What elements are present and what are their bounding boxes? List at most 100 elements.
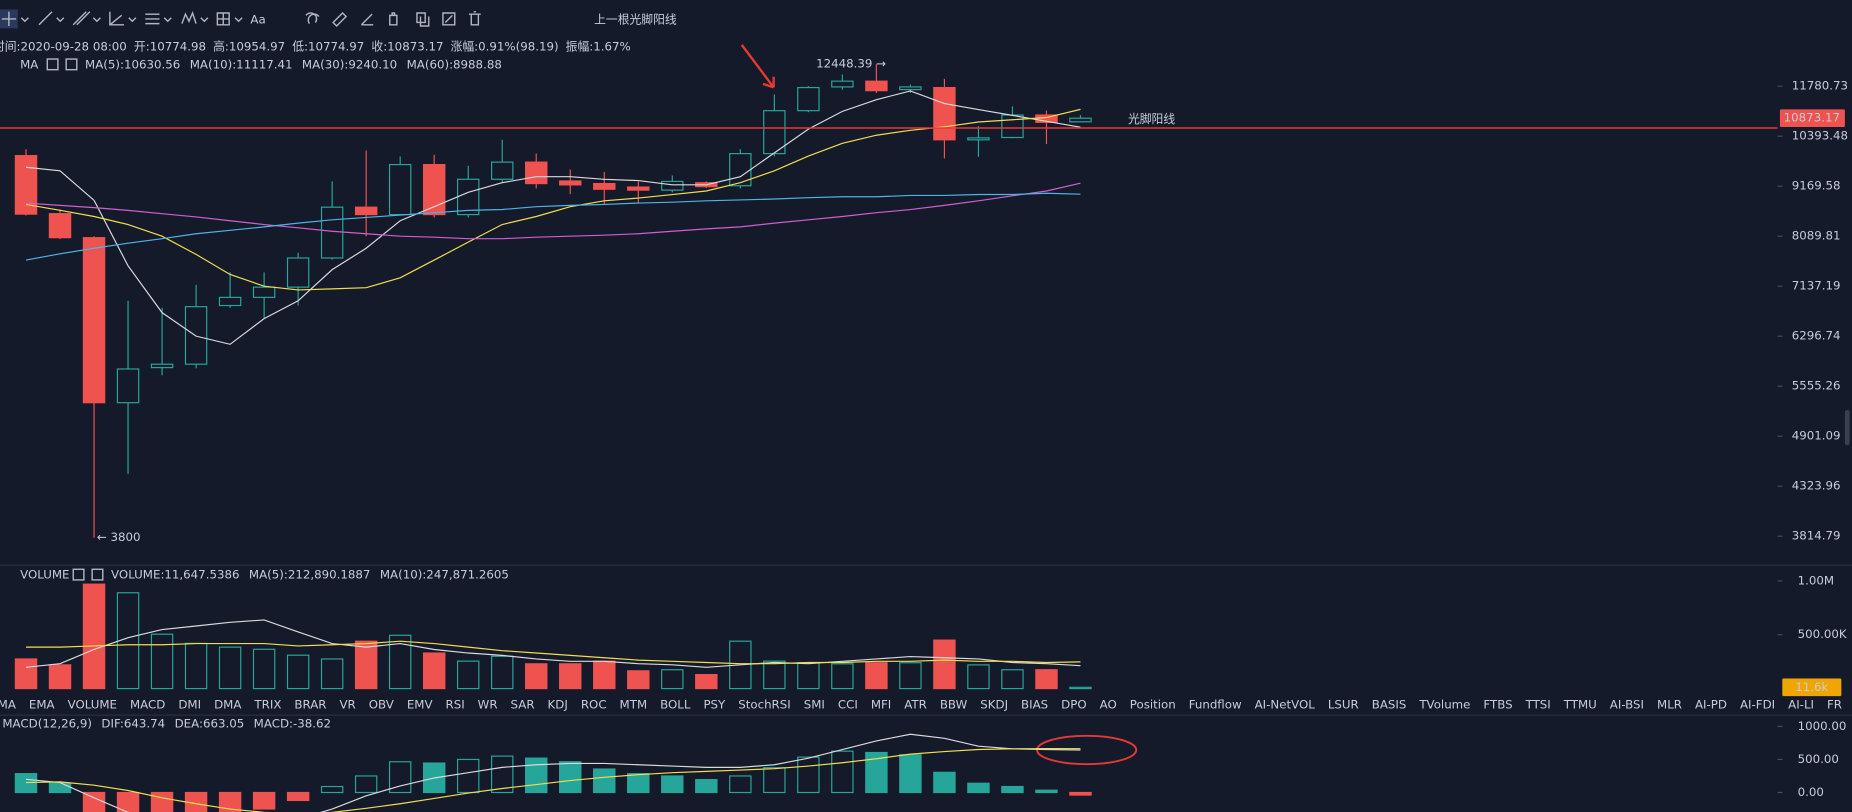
indicator-tab[interactable]: MACD: [130, 698, 165, 712]
macd-bar: [286, 791, 310, 802]
close-icon[interactable]: [91, 568, 104, 581]
info-label: 时间:: [0, 40, 21, 54]
indicator-tab[interactable]: MA: [0, 698, 16, 712]
line-tool[interactable]: [38, 11, 53, 26]
indicator-tab[interactable]: FTBS: [1483, 698, 1512, 712]
macd-line: [25, 747, 1081, 812]
indicator-tab[interactable]: DPO: [1061, 698, 1086, 712]
indicator-tab[interactable]: VR: [339, 698, 355, 712]
y-tick-label: 6296.74: [1792, 329, 1841, 343]
macd-bar: [559, 761, 582, 794]
indicator-tab[interactable]: WR: [478, 698, 498, 712]
fib-tool[interactable]: [145, 13, 160, 25]
indicator-tab[interactable]: AI-PD: [1695, 698, 1727, 712]
volume-bar: [525, 663, 548, 690]
indicator-tab[interactable]: BIAS: [1021, 698, 1048, 712]
indicator-tab[interactable]: SKDJ: [980, 698, 1008, 712]
dropdown[interactable]: [128, 17, 137, 23]
dropdown[interactable]: [163, 17, 172, 23]
dropdown[interactable]: [20, 17, 29, 23]
macd-bar: [1069, 791, 1092, 796]
indicator-tab[interactable]: Position: [1130, 698, 1176, 712]
indicator-tab[interactable]: OBV: [369, 698, 394, 712]
indicator-tab[interactable]: AI-FDI: [1740, 698, 1775, 712]
indicator-tab[interactable]: AI-LI: [1788, 698, 1814, 712]
indicator-tab[interactable]: FR: [1827, 698, 1842, 712]
indicator-tab[interactable]: TVolume: [1418, 698, 1470, 712]
indicator-tab[interactable]: CCI: [838, 698, 858, 712]
pattern-tool[interactable]: [181, 10, 197, 24]
settings-icon[interactable]: [46, 58, 59, 71]
legend-entry: MA(60):8988.88: [407, 57, 502, 71]
indicator-tab[interactable]: EMA: [29, 698, 55, 712]
dropdown[interactable]: [56, 17, 65, 23]
ma-line: [25, 108, 1081, 291]
indicator-tab[interactable]: BBW: [940, 698, 968, 712]
indicator-tab[interactable]: ROC: [581, 698, 607, 712]
indicator-tab[interactable]: PSY: [703, 698, 726, 712]
macd-bar: [150, 791, 174, 812]
resize-handle[interactable]: [1844, 409, 1850, 446]
indicator-tab[interactable]: SMI: [804, 698, 825, 712]
settings-icon[interactable]: [72, 568, 85, 581]
y-tick-label: 8089.81: [1792, 229, 1841, 243]
volume-bar: [48, 664, 72, 690]
indicator-tab[interactable]: AO: [1100, 698, 1117, 712]
indicator-tab[interactable]: TRIX: [253, 698, 281, 712]
macd-bar: [831, 750, 854, 794]
candle-body: [899, 86, 922, 91]
indicator-tab[interactable]: MLR: [1657, 698, 1682, 712]
indicator-tab[interactable]: MTM: [620, 698, 648, 712]
indicator-tab[interactable]: TTSI: [1525, 698, 1551, 712]
readout: VOLUME:11,647.5386: [111, 568, 239, 582]
last-price-tag: [1779, 109, 1845, 128]
pencil-tool[interactable]: [360, 13, 374, 26]
indicator-tab[interactable]: TTMU: [1563, 698, 1597, 712]
text-tool[interactable]: Aa: [250, 13, 265, 27]
volume-bar: [899, 662, 922, 690]
dropdown[interactable]: [92, 17, 101, 23]
angle-tool[interactable]: [109, 11, 125, 26]
volume-bar: [831, 663, 854, 690]
magnet-tool[interactable]: [305, 12, 320, 25]
eye-tool[interactable]: [416, 12, 430, 27]
indicator-tab[interactable]: KDJ: [548, 698, 568, 712]
channel-tool[interactable]: [72, 11, 91, 26]
indicator-tab[interactable]: EMV: [407, 698, 433, 712]
crosshair-tool[interactable]: [1, 11, 16, 26]
measure-tool[interactable]: [216, 12, 230, 26]
volume-bar: [797, 662, 820, 690]
panel-icons: [46, 58, 104, 581]
delete-tool[interactable]: [468, 11, 481, 26]
indicator-tab[interactable]: StochRSI: [738, 698, 790, 712]
hide-tool[interactable]: [442, 12, 456, 26]
indicator-tab[interactable]: DMI: [178, 698, 201, 712]
macd-bar: [456, 758, 480, 794]
close-icon[interactable]: [65, 58, 78, 71]
indicator-tab[interactable]: AI-NetVOL: [1255, 698, 1316, 712]
dropdown[interactable]: [200, 17, 209, 23]
indicator-tab[interactable]: Fundflow: [1189, 698, 1242, 712]
indicator-tab[interactable]: RSI: [446, 698, 465, 712]
candle-body: [320, 206, 344, 259]
indicator-tab[interactable]: BASIS: [1372, 698, 1407, 712]
indicator-tab[interactable]: VOLUME: [68, 698, 117, 712]
info-label: 高:: [213, 40, 229, 54]
indicator-tab[interactable]: LSUR: [1328, 698, 1359, 712]
annotation: 光脚阳线: [1128, 112, 1175, 126]
info-value: 10774.97: [308, 40, 364, 54]
indicator-tab[interactable]: SAR: [511, 698, 535, 712]
candle-body: [1001, 114, 1024, 139]
indicator-tab[interactable]: BOLL: [660, 698, 691, 712]
dropdown[interactable]: [234, 17, 243, 23]
ruler-tool[interactable]: [332, 11, 348, 27]
toolbar: Aa: [0, 9, 481, 29]
indicator-tab[interactable]: ATR: [904, 698, 927, 712]
indicator-tab[interactable]: BRAR: [294, 698, 326, 712]
indicator-tab[interactable]: MFI: [871, 698, 891, 712]
lock-tool[interactable]: [389, 12, 398, 26]
indicator-tab[interactable]: DMA: [214, 698, 241, 712]
indicator-tab[interactable]: AI-BSI: [1610, 698, 1644, 712]
macd-bar: [865, 751, 888, 794]
y-tick-label: 5555.26: [1792, 379, 1841, 393]
